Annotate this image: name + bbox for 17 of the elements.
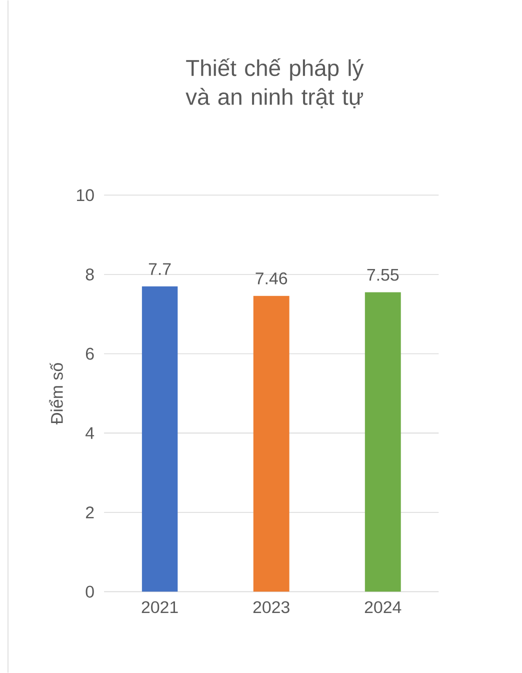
bar xyxy=(253,296,290,592)
data-label: 7.55 xyxy=(367,268,398,281)
y-tick-label: 6 xyxy=(86,348,94,360)
y-tick-label: 10 xyxy=(76,189,94,202)
data-label: 7.46 xyxy=(256,272,287,284)
y-tick-label: 2 xyxy=(86,506,94,518)
x-tick-label: 2024 xyxy=(364,601,402,614)
y-axis-title: Điểm số xyxy=(48,362,63,424)
y-tick-label: 8 xyxy=(86,268,94,280)
bar xyxy=(142,286,178,592)
x-tick-label: 2023 xyxy=(253,601,290,614)
x-tick-label: 2021 xyxy=(142,601,178,614)
bar xyxy=(364,292,401,592)
chart-title: Thiết chế pháp lý và an ninh trật tự xyxy=(185,58,364,108)
data-label: 7.7 xyxy=(148,263,171,275)
y-tick-label: 0 xyxy=(86,586,94,598)
y-tick-label: 4 xyxy=(85,427,94,439)
